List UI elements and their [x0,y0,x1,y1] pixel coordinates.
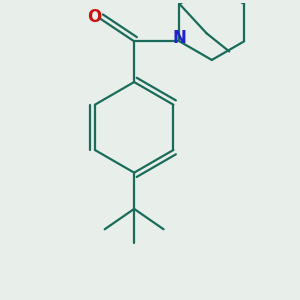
Text: O: O [87,8,102,26]
Text: N: N [172,29,186,47]
